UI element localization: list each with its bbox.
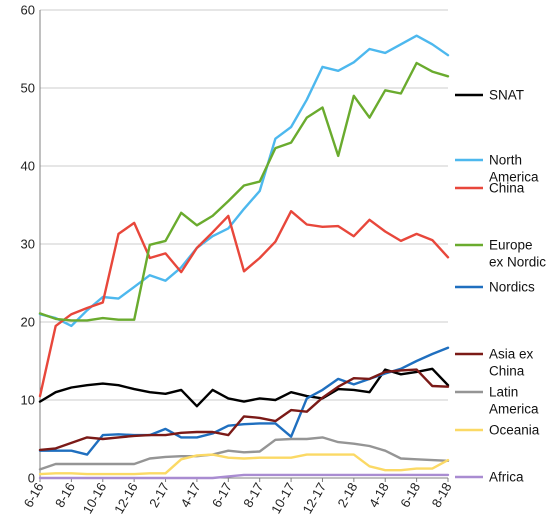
legend-label: Africa [489, 470, 524, 485]
x-tick-label: 10-16 [80, 480, 110, 516]
y-tick-label: 60 [21, 3, 35, 18]
legend-label: North America [489, 153, 539, 185]
legend-label: SNAT [489, 88, 524, 103]
x-tick-label: 6-17 [209, 480, 235, 510]
legend-item: Nordics [455, 280, 535, 295]
axes [39, 10, 449, 482]
series-line-3 [38, 61, 450, 322]
x-tick-label: 12-16 [111, 480, 141, 516]
y-tick-label: 20 [21, 315, 35, 330]
legend-label: China [489, 181, 525, 196]
legend-item: Europe ex Nordic [455, 238, 546, 270]
legend-item: SNAT [455, 88, 524, 103]
legend-label: Europe ex Nordic [489, 238, 546, 270]
legend-item: Asia ex China [455, 347, 534, 379]
series-line-8 [38, 473, 450, 480]
legend-label: Asia ex China [489, 347, 534, 379]
legend-item: Latin America [455, 385, 539, 417]
y-tick-label: 40 [21, 159, 35, 174]
x-tick-label: 6-16 [21, 480, 47, 510]
y-axis-tick-labels: 0 10 20 30 40 50 60 [21, 3, 35, 486]
legend-label: Oceania [489, 423, 540, 438]
legend-item: Africa [455, 470, 524, 485]
x-tick-label: 12-17 [299, 480, 329, 516]
x-tick-label: 4-18 [366, 480, 392, 510]
legend-item: China [455, 181, 525, 196]
x-axis-tick-labels: 6-16 8-16 10-16 12-16 2-17 4-17 6-17 8-17 10-17 1… [21, 480, 455, 516]
y-tick-label: 50 [21, 81, 35, 96]
series-lines [38, 34, 450, 480]
series-line-2 [38, 209, 450, 398]
legend-label: Latin America [489, 385, 539, 417]
legend-item: North America [455, 153, 539, 185]
x-tick-label: 6-18 [397, 480, 423, 510]
series-line-1 [38, 34, 450, 328]
y-tick-label: 30 [21, 237, 35, 252]
x-tick-label: 10-17 [268, 480, 298, 516]
x-tick-label: 2-18 [334, 480, 360, 510]
series-line-5 [38, 368, 450, 452]
x-tick-label: 8-17 [240, 480, 266, 510]
y-tick-label: 10 [21, 393, 35, 408]
x-tick-label: 8-16 [52, 480, 78, 510]
series-line-7 [38, 453, 450, 476]
x-tick-label: 8-18 [429, 480, 455, 510]
series-line-6 [38, 436, 450, 471]
legend-label: Nordics [489, 280, 535, 295]
gridlines [40, 9, 448, 401]
series-line-0 [38, 367, 450, 408]
x-tick-label: 2-17 [146, 480, 172, 510]
x-tick-label: 4-17 [178, 480, 204, 510]
legend-item: Oceania [455, 423, 540, 438]
y-tick-label: 0 [28, 471, 35, 486]
